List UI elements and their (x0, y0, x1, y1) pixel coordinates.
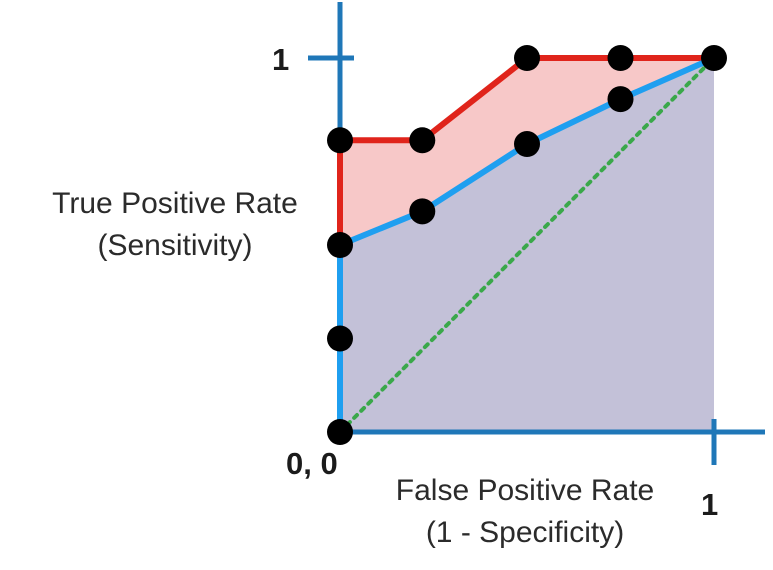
y-axis-label-line-1: True Positive Rate (52, 187, 298, 220)
data-point-4 (327, 127, 353, 154)
y-tick-label-1: 1 (272, 42, 290, 77)
x-tick-label-1: 1 (701, 487, 719, 522)
data-point-10 (514, 131, 540, 158)
blue-roc-curve (337, 55, 716, 432)
data-point-7 (607, 45, 634, 71)
data-points (327, 45, 727, 445)
x-axis-label: False Positive Rate (1 - Specificity) (360, 470, 690, 554)
data-point-6 (514, 45, 540, 71)
data-point-3 (327, 232, 353, 258)
data-point-8 (701, 45, 727, 71)
x-axis-label-line-1: False Positive Rate (395, 474, 655, 507)
x-axis-label-line-2: (1 - Specificity) (425, 516, 625, 549)
curves (337, 55, 716, 434)
data-point-9 (409, 198, 436, 225)
red-roc-curve (337, 55, 714, 432)
data-point-11 (607, 86, 634, 113)
data-point-2 (327, 325, 353, 352)
data-point-1 (327, 419, 353, 445)
y-axis-label: True Positive Rate (Sensitivity) (20, 183, 330, 267)
y-axis-label-line-2: (Sensitivity) (97, 229, 253, 262)
data-point-5 (409, 127, 436, 154)
random-classifier-diagonal (338, 56, 716, 434)
origin-tick-label: 0, 0 (286, 446, 338, 481)
